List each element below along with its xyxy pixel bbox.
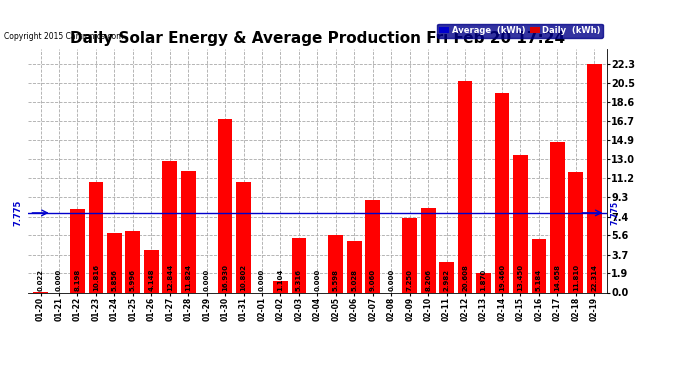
Text: 12.844: 12.844 [167,264,172,291]
Bar [328,235,343,292]
Text: 0.000: 0.000 [388,269,394,291]
Bar [495,93,509,292]
Text: 7.775: 7.775 [611,201,620,225]
Bar [421,209,435,292]
Text: 0.000: 0.000 [259,269,265,291]
Text: 16.930: 16.930 [222,264,228,291]
Text: Copyright 2015 Cartronics.com: Copyright 2015 Cartronics.com [4,32,124,41]
Bar [88,182,104,292]
Text: 22.314: 22.314 [591,264,598,291]
Text: 14.658: 14.658 [554,264,560,291]
Text: 1.870: 1.870 [480,269,486,291]
Bar [347,241,362,292]
Bar [236,182,251,292]
Text: 0.000: 0.000 [204,269,210,291]
Bar [550,142,564,292]
Text: 5.028: 5.028 [351,270,357,291]
Title: Daily Solar Energy & Average Production Fri Feb 20 17:24: Daily Solar Energy & Average Production … [70,31,565,46]
Text: 5.316: 5.316 [296,270,302,291]
Bar [402,218,417,292]
Bar [144,250,159,292]
Text: 2.982: 2.982 [444,270,450,291]
Text: 5.184: 5.184 [536,269,542,291]
Text: 10.802: 10.802 [241,264,246,291]
Bar [513,155,528,292]
Bar [107,232,121,292]
Bar [181,171,195,292]
Text: 0.000: 0.000 [56,269,62,291]
Bar [457,81,473,292]
Legend: Average  (kWh), Daily  (kWh): Average (kWh), Daily (kWh) [437,24,603,38]
Text: 19.460: 19.460 [499,264,505,291]
Text: 7.775: 7.775 [14,200,23,226]
Text: 5.856: 5.856 [111,270,117,291]
Bar [292,238,306,292]
Text: 10.816: 10.816 [93,264,99,291]
Bar [531,239,546,292]
Text: 4.148: 4.148 [148,269,155,291]
Bar [273,281,288,292]
Text: 13.450: 13.450 [518,264,524,291]
Text: 8.206: 8.206 [425,270,431,291]
Text: 9.060: 9.060 [370,269,376,291]
Bar [126,231,140,292]
Text: 7.250: 7.250 [406,270,413,291]
Text: 11.824: 11.824 [185,264,191,291]
Bar [162,161,177,292]
Bar [218,119,233,292]
Bar [440,262,454,292]
Bar [569,171,583,292]
Bar [70,209,85,292]
Text: 0.022: 0.022 [37,270,43,291]
Text: 5.996: 5.996 [130,270,136,291]
Text: 8.198: 8.198 [75,269,81,291]
Bar [476,273,491,292]
Text: 11.810: 11.810 [573,264,579,291]
Text: 1.104: 1.104 [277,269,284,291]
Bar [587,64,602,292]
Text: 20.608: 20.608 [462,265,468,291]
Bar [366,200,380,292]
Text: 5.598: 5.598 [333,270,339,291]
Text: 0.000: 0.000 [315,269,320,291]
